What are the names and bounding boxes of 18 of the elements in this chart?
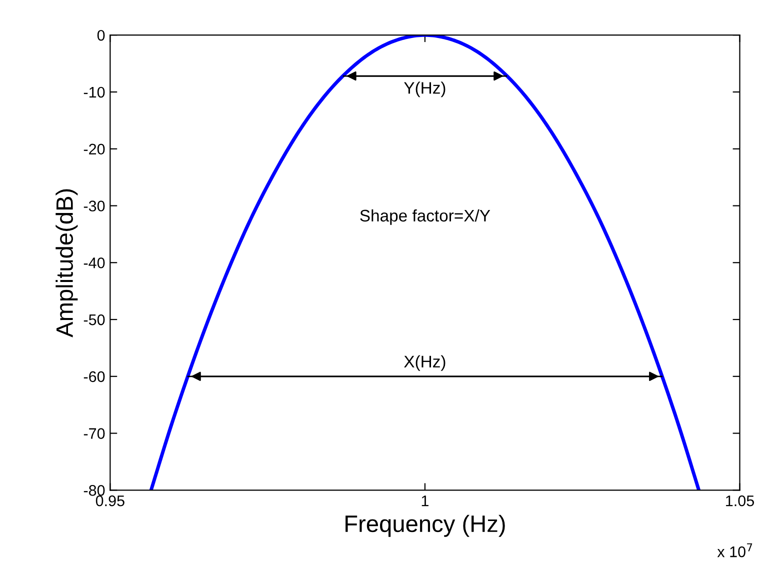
x-tick-label: 1	[422, 496, 428, 506]
text: x 10$^{7}$	[717, 543, 752, 558]
ref-line-label: Y(Hz)	[404, 82, 446, 98]
y-tick-label: -80	[84, 485, 105, 496]
x-axis-title: Frequency (Hz)	[346, 514, 505, 537]
y-tick-label: -60	[84, 371, 105, 382]
y-tick-label: -50	[84, 314, 105, 326]
x-tick-label: 0.95	[96, 495, 124, 506]
y-tick-label: -30	[84, 200, 105, 212]
x-tick-label: 1.05	[726, 495, 754, 506]
ref-line-label: X(Hz)	[404, 355, 446, 371]
y-axis-title: Amplitude(dB)	[56, 189, 78, 338]
y-tick-label: 0	[97, 30, 105, 41]
y-tick-label: -70	[84, 428, 105, 439]
y-tick-label: -40	[84, 257, 105, 268]
y-tick-label: -10	[84, 86, 105, 98]
y-tick-label: -20	[84, 144, 105, 155]
annotation: Shape factor=X/Y	[360, 209, 490, 225]
